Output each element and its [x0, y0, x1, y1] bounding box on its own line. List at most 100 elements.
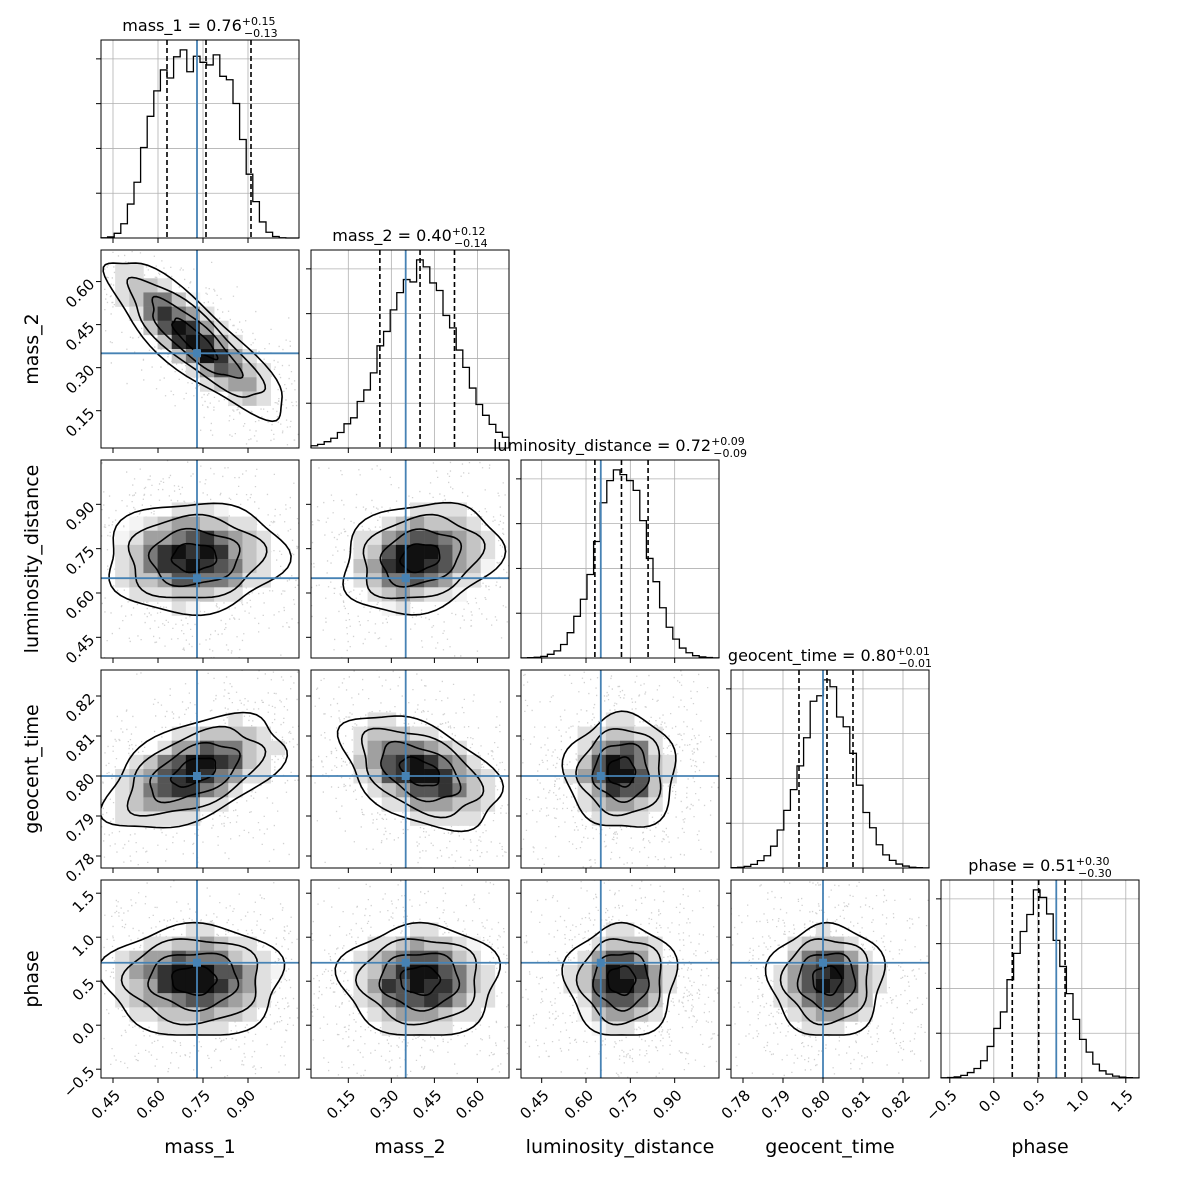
density-cell	[830, 1007, 845, 1022]
density-cell	[143, 797, 158, 812]
density-cell	[200, 740, 215, 756]
density-cell	[410, 587, 425, 602]
density-cell	[648, 1007, 663, 1022]
y-tick-label: 0.79	[62, 810, 98, 846]
density-cell	[452, 797, 467, 812]
density-cell	[620, 1021, 635, 1036]
density-cell	[830, 936, 845, 952]
density-cell	[395, 783, 411, 798]
density-cell	[438, 502, 453, 517]
contour-line	[607, 756, 637, 788]
density-cell	[367, 712, 383, 727]
density-cell	[157, 783, 173, 798]
density-cell	[438, 783, 453, 798]
density-cell	[858, 950, 873, 966]
density-cell	[452, 811, 467, 826]
density-cell	[115, 950, 130, 966]
density-cell	[858, 964, 873, 980]
truth-marker	[193, 772, 201, 780]
density-cell	[115, 530, 130, 546]
density-cell	[143, 783, 158, 798]
density-cell	[466, 559, 482, 574]
contour-line	[398, 756, 441, 787]
density-cell	[424, 754, 439, 770]
diag-panel-mass_2: mass_2 = 0.40+0.12 −0.14	[306, 225, 510, 449]
density-cell	[438, 964, 453, 980]
title-main: mass_2 = 0.40	[332, 226, 451, 246]
contour-line	[378, 952, 461, 1012]
density-cell	[353, 950, 368, 966]
density-cell	[200, 922, 215, 937]
density-cell	[480, 979, 496, 994]
density-cell	[200, 754, 215, 770]
y-tick-label: 0.60	[62, 275, 98, 311]
panel-title-mass_1: mass_1 = 0.76+0.15 −0.13	[122, 15, 277, 40]
density-cell	[620, 922, 635, 937]
density-cell	[620, 783, 635, 798]
truth-marker	[401, 958, 410, 967]
density-cell	[353, 573, 368, 588]
density-cell	[157, 979, 173, 994]
panel-title-luminosity_distance: luminosity_distance = 0.72+0.09 −0.09	[493, 435, 747, 460]
density-cell	[367, 530, 383, 546]
contour-line	[779, 938, 869, 1026]
density-cell	[171, 530, 187, 546]
y-tick-label: 0.81	[62, 730, 98, 766]
density-cell	[466, 797, 482, 812]
density-cell	[115, 292, 130, 307]
density-cell	[466, 811, 482, 826]
x-axis-label-luminosity_distance: luminosity_distance	[526, 1136, 715, 1158]
y-tick-label: 0.60	[62, 587, 98, 623]
truth-marker	[401, 574, 410, 583]
density-cell	[480, 530, 496, 546]
density-cell	[143, 306, 158, 322]
contour-line	[170, 542, 218, 574]
title-main: luminosity_distance = 0.72	[493, 436, 711, 456]
density-cell	[353, 740, 368, 756]
density-cell	[157, 797, 173, 812]
y-axis-label-geocent_time: geocent_time	[21, 704, 43, 833]
panel-frame	[730, 879, 930, 1079]
contour-line	[796, 952, 857, 1012]
x-tick-label: 1.0	[1063, 1086, 1093, 1116]
density-cell	[620, 964, 635, 980]
contour-line	[169, 757, 217, 788]
density-cell	[424, 1021, 439, 1036]
density-cell	[115, 797, 130, 812]
density-cell	[171, 979, 187, 994]
density-cell	[157, 559, 173, 574]
contour-line	[151, 295, 244, 379]
panel-frame	[100, 879, 300, 1079]
density-cell	[242, 377, 257, 392]
density-cell	[129, 993, 144, 1008]
density-cell	[157, 544, 173, 560]
density-cell	[381, 993, 397, 1008]
density-cell	[438, 754, 453, 770]
density-cell	[185, 334, 201, 350]
density-cell	[591, 811, 607, 826]
density-cell	[214, 726, 229, 742]
density-cell	[466, 516, 482, 532]
density-cell	[143, 979, 158, 994]
density-cell	[214, 740, 229, 756]
density-cell	[620, 993, 635, 1008]
density-cell	[381, 712, 397, 727]
y-tick-label: 0.45	[62, 631, 98, 667]
contour-line	[561, 710, 677, 828]
density-cell	[620, 754, 635, 770]
title-lower-error: −0.01	[898, 657, 932, 670]
density-cell	[256, 979, 272, 994]
density-cell	[367, 726, 383, 742]
histogram-step	[520, 469, 720, 659]
density-cell	[228, 936, 243, 952]
x-tick-label: 0.5	[1019, 1086, 1049, 1116]
density-cell	[228, 964, 243, 980]
density-cell	[620, 797, 635, 812]
density-cell	[787, 993, 803, 1008]
density-cell	[591, 993, 607, 1008]
density-cell	[466, 950, 482, 966]
panel-mass_2-vs-mass_1: 0.15 0.30 0.45 0.60	[62, 249, 300, 453]
density-cell	[228, 559, 243, 574]
contour-line	[336, 715, 505, 833]
